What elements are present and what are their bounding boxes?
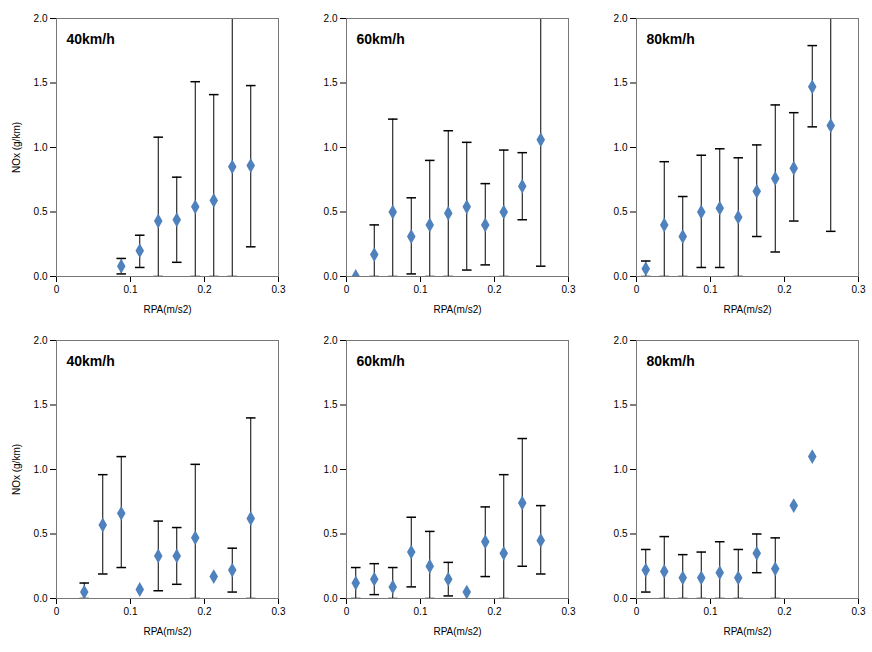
svg-text:1.5: 1.5 [34,77,48,88]
svg-text:0.0: 0.0 [324,271,338,282]
svg-text:1.0: 1.0 [34,142,48,153]
svg-text:0.1: 0.1 [124,606,138,617]
svg-text:1.0: 1.0 [614,464,628,475]
svg-text:0.2: 0.2 [198,606,212,617]
svg-text:0: 0 [54,284,60,295]
svg-text:40km/h: 40km/h [67,353,115,369]
svg-text:0.0: 0.0 [614,271,628,282]
svg-text:40km/h: 40km/h [67,31,115,47]
svg-text:2.0: 2.0 [614,335,628,346]
svg-text:2.0: 2.0 [324,13,338,24]
svg-text:2.0: 2.0 [324,335,338,346]
svg-text:0.3: 0.3 [272,606,286,617]
svg-text:0.2: 0.2 [488,284,502,295]
svg-text:RPA(m/s2): RPA(m/s2) [433,626,481,637]
svg-text:0.2: 0.2 [778,284,792,295]
svg-text:0.1: 0.1 [414,284,428,295]
svg-text:0.0: 0.0 [34,593,48,604]
svg-text:0.0: 0.0 [614,593,628,604]
svg-text:RPA(m/s2): RPA(m/s2) [723,304,771,315]
svg-text:RPA(m/s2): RPA(m/s2) [723,626,771,637]
svg-text:60km/h: 60km/h [357,353,405,369]
svg-text:0.2: 0.2 [198,284,212,295]
svg-text:0.3: 0.3 [272,284,286,295]
svg-text:0.5: 0.5 [614,206,628,217]
svg-text:1.5: 1.5 [324,77,338,88]
svg-text:0: 0 [344,606,350,617]
svg-text:0.5: 0.5 [614,528,628,539]
svg-text:1.0: 1.0 [34,464,48,475]
svg-text:0.3: 0.3 [852,284,866,295]
svg-text:1.5: 1.5 [614,399,628,410]
svg-text:0.1: 0.1 [414,606,428,617]
svg-text:RPA(m/s2): RPA(m/s2) [433,304,481,315]
svg-text:1.5: 1.5 [34,399,48,410]
svg-text:0.2: 0.2 [488,606,502,617]
svg-text:60km/h: 60km/h [357,31,405,47]
svg-text:RPA(m/s2): RPA(m/s2) [143,626,191,637]
svg-text:0.5: 0.5 [34,206,48,217]
svg-text:0.0: 0.0 [324,593,338,604]
svg-text:0.1: 0.1 [124,284,138,295]
svg-text:80km/h: 80km/h [647,31,695,47]
svg-text:0.1: 0.1 [704,606,718,617]
svg-text:0.3: 0.3 [852,606,866,617]
svg-text:0: 0 [344,284,350,295]
svg-text:1.5: 1.5 [324,399,338,410]
svg-text:NOx (g/km): NOx (g/km) [11,122,22,173]
svg-text:RPA(m/s2): RPA(m/s2) [143,304,191,315]
svg-text:0.3: 0.3 [562,284,576,295]
svg-text:2.0: 2.0 [614,13,628,24]
svg-text:80km/h: 80km/h [647,353,695,369]
svg-text:0.1: 0.1 [704,284,718,295]
svg-text:NOx (g/km): NOx (g/km) [11,444,22,495]
svg-text:0.2: 0.2 [778,606,792,617]
svg-text:0: 0 [634,284,640,295]
svg-text:0.3: 0.3 [562,606,576,617]
svg-text:1.5: 1.5 [614,77,628,88]
svg-text:0.0: 0.0 [34,271,48,282]
svg-text:1.0: 1.0 [614,142,628,153]
svg-text:2.0: 2.0 [34,13,48,24]
svg-text:2.0: 2.0 [34,335,48,346]
svg-text:0.5: 0.5 [324,206,338,217]
svg-text:1.0: 1.0 [324,142,338,153]
svg-text:0.5: 0.5 [34,528,48,539]
svg-text:1.0: 1.0 [324,464,338,475]
svg-text:0.5: 0.5 [324,528,338,539]
svg-text:0: 0 [54,606,60,617]
svg-text:0: 0 [634,606,640,617]
